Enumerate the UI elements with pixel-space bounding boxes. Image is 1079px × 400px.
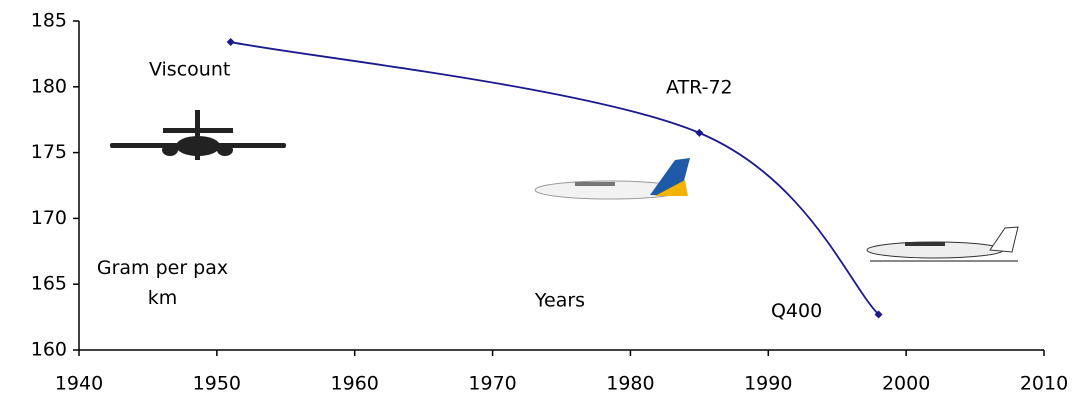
- point-marker: [695, 129, 703, 137]
- x-tick-label: 1950: [193, 373, 241, 395]
- x-tick-label: 2000: [882, 373, 930, 395]
- point-marker: [227, 38, 235, 46]
- x-tick-label: 1990: [744, 373, 792, 395]
- point-label: Viscount: [149, 59, 230, 81]
- y-tick-label: 160: [31, 339, 67, 361]
- y-tick-label: 165: [31, 273, 67, 295]
- line: [231, 42, 879, 314]
- y-tick-label: 175: [31, 141, 67, 163]
- y-tick-label: 180: [31, 75, 67, 97]
- point-label: ATR-72: [666, 76, 733, 98]
- atr72-image: [535, 158, 690, 199]
- y-tick-label: 185: [31, 10, 67, 32]
- point-label: Q400: [771, 300, 822, 322]
- x-axis-label: Years: [534, 290, 585, 312]
- x-tick-label: 1970: [468, 373, 516, 395]
- q400-image: [867, 227, 1018, 262]
- x-tick-label: 1940: [55, 373, 103, 395]
- x-tick-label: 2010: [1020, 373, 1068, 395]
- x-tick-label: 1980: [606, 373, 654, 395]
- viscount-image: [110, 110, 286, 160]
- x-tick-label: 1960: [331, 373, 379, 395]
- y-axis-label: Gram per pax km: [90, 253, 235, 313]
- chart: Years 160 165 170 175 180 185 1940 1950 1960 1970…: [0, 0, 1079, 400]
- page: {"chart_data": {"type": "line", "xlabel"…: [0, 0, 1079, 400]
- y-tick-label: 170: [31, 207, 67, 229]
